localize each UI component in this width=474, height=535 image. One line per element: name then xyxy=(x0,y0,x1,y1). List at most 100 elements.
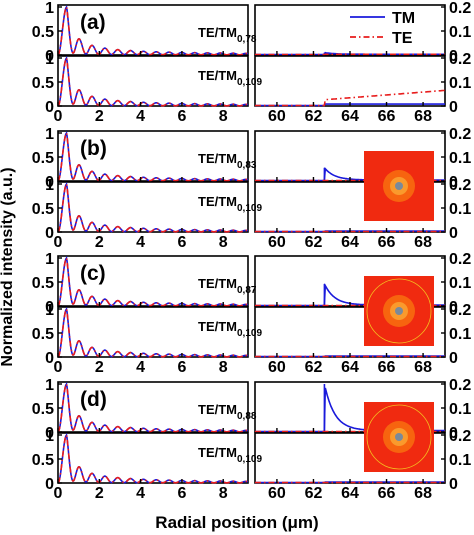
panel-1-bottom-right-xtick-label: 66 xyxy=(378,108,396,125)
panel-1-bottom-left-xtick-label: 2 xyxy=(95,108,104,125)
panel-2-bottom-left-xtick-label: 4 xyxy=(136,234,145,251)
panel-3-bottom-right-ytick-label: 0.1 xyxy=(449,326,471,343)
panel-4-bottom-left-xtick-label: 8 xyxy=(219,485,228,502)
panel-1-bottom-right-xtick-label: 68 xyxy=(414,108,432,125)
panel-3-bottom-left-xtick-label: 6 xyxy=(177,359,186,376)
panel-4-bottom-left-xtick-label: 6 xyxy=(177,485,186,502)
panel-4-inset-core xyxy=(395,433,403,441)
panel-2-top-left-te-line xyxy=(57,131,249,182)
panel-4-bottom-left-te-line xyxy=(57,433,249,484)
panel-1-top-mode-label: TE/TM0,78 xyxy=(198,25,257,45)
panel-2-bottom-right-xtick-label: 66 xyxy=(378,234,396,251)
panel-3-bottom-left-xtick-label: 8 xyxy=(219,359,228,376)
panel-1-bottom-right-ytick-label: 0.2 xyxy=(449,51,471,68)
panel-4-bottom-left-ytick-label: 0.5 xyxy=(32,452,54,469)
panel-2-top-right-ytick-label: 0.2 xyxy=(449,126,471,143)
panel-1-label: (a) xyxy=(80,11,106,34)
panel-3-top-left-frame xyxy=(57,255,249,307)
panel-3-inset-core xyxy=(395,307,403,315)
panel-3-bottom-right-ytick-label: 0 xyxy=(449,350,458,367)
panel-3-bottom-right-ytick-label: 0.2 xyxy=(449,302,471,319)
panel-4-bottom-left-xtick-label: 0 xyxy=(54,485,63,502)
panel-4-bottom-mode-label: TE/TM0,109 xyxy=(198,445,262,465)
panel-3-bottom-left-xtick-label: 4 xyxy=(136,359,145,376)
panel-4-bottom-right-xtick-label: 64 xyxy=(341,485,359,502)
panel-1-top-left-ytick-label: 0 xyxy=(45,48,54,65)
panel-1-bottom-left-te-line xyxy=(57,56,249,107)
panel-4-inset-ring xyxy=(366,404,432,470)
panel-4-top-mode-subscript: 0,88 xyxy=(237,411,257,422)
panel-3-top-mode-prefix: TE/TM xyxy=(198,276,237,291)
panel-2-bottom-left-te-line xyxy=(57,182,249,233)
panel-2-top-mode-prefix: TE/TM xyxy=(198,151,237,166)
panel-4-bottom-left-ytick-label: 0 xyxy=(45,476,54,493)
panel-3-label: (c) xyxy=(80,262,106,285)
panel-1-top-right-ytick-label: 0.2 xyxy=(449,0,471,17)
panel-2-bottom-left-xtick-label: 6 xyxy=(177,234,186,251)
panel-1-top-left-ytick-label: 1 xyxy=(45,0,54,17)
panel-3-bottom-mode-label: TE/TM0,109 xyxy=(198,319,262,339)
panel-4-bottom-right-xtick-label: 66 xyxy=(378,485,396,502)
panel-1-top-right-ytick-label: 0 xyxy=(449,48,458,65)
panel-4-top-left-te-line xyxy=(57,382,249,433)
panel-1-bottom-right-xtick-label: 62 xyxy=(305,108,323,125)
panel-1-bottom-right-te-line xyxy=(255,89,446,107)
panel-1-top-left-frame xyxy=(57,4,249,56)
panel-2-top-left-ytick-label: 0 xyxy=(45,174,54,191)
panel-2-bottom-left-ytick-label: 0.5 xyxy=(32,201,54,218)
panel-3-top-right-ytick-label: 0.1 xyxy=(449,275,471,292)
panel-2-bottom-right-xtick-label: 60 xyxy=(268,234,286,251)
panel-4-top-mode-label: TE/TM0,88 xyxy=(198,402,257,422)
panel-3-top-mode-subscript: 0,87 xyxy=(237,285,257,296)
panel-3-bottom-left-xtick-label: 2 xyxy=(95,359,104,376)
panel-2-bottom-right-xtick-label: 68 xyxy=(414,234,432,251)
panel-2-bottom-left-xtick-label: 8 xyxy=(219,234,228,251)
panel-2-top-left-frame xyxy=(57,130,249,182)
panel-4-top-right-ytick-label: 0.2 xyxy=(449,377,471,394)
panel-4-bottom-left-frame xyxy=(57,432,249,484)
panel-2-bottom-right-xtick-label: 62 xyxy=(305,234,323,251)
panel-4-top-left-frame xyxy=(57,381,249,433)
panel-2-top-mode-label: TE/TM0,83 xyxy=(198,151,257,171)
panel-4-top-left-ytick-label: 0 xyxy=(45,425,54,442)
panel-1-top-left-te-line xyxy=(57,5,249,56)
panel-1-bottom-mode-label: TE/TM0,109 xyxy=(198,68,262,88)
panel-2-bottom-left-ytick-label: 1 xyxy=(45,177,54,194)
panel-3-bottom-right-xtick-label: 66 xyxy=(378,359,396,376)
panel-1-bottom-right-ytick-label: 0.1 xyxy=(449,75,471,92)
panel-1-top-left-ytick-label: 0.5 xyxy=(32,24,54,41)
panel-4-bottom-left-xtick-label: 4 xyxy=(136,485,145,502)
panel-2-bottom-right-ytick-label: 0.1 xyxy=(449,201,471,218)
panel-1-bottom-left-xtick-label: 8 xyxy=(219,108,228,125)
panel-3-bottom-mode-subscript: 0,109 xyxy=(237,328,262,339)
panel-2-bottom-mode-label: TE/TM0,109 xyxy=(198,194,262,214)
panel-3-bottom-right-xtick-label: 62 xyxy=(305,359,323,376)
panel-3-bottom-right-xtick-label: 60 xyxy=(268,359,286,376)
panel-3-top-right-ytick-label: 0.2 xyxy=(449,251,471,268)
panel-3-top-left-te-line xyxy=(57,256,249,307)
panel-3-bottom-left-ytick-label: 1 xyxy=(45,302,54,319)
panel-2-top-left-ytick-label: 0.5 xyxy=(32,150,54,167)
panel-2-top-mode-subscript: 0,83 xyxy=(237,160,257,171)
panel-3-top-left-ytick-label: 0 xyxy=(45,299,54,316)
panel-3-inset-ring xyxy=(366,278,432,344)
panel-1-bottom-left-xtick-label: 0 xyxy=(54,108,63,125)
panel-1-bottom-left-frame xyxy=(57,55,249,107)
panel-1-bottom-left-ytick-label: 0 xyxy=(45,99,54,116)
panel-1-bottom-left-ytick-label: 0.5 xyxy=(32,75,54,92)
panel-4-bottom-left-xtick-label: 2 xyxy=(95,485,104,502)
panel-4-top-mode-prefix: TE/TM xyxy=(198,402,237,417)
panel-4-bottom-right-ytick-label: 0.1 xyxy=(449,452,471,469)
panel-2-bottom-right-xtick-label: 64 xyxy=(341,234,359,251)
panel-3-bottom-mode-prefix: TE/TM xyxy=(198,319,237,334)
panel-4-bottom-right-ytick-label: 0 xyxy=(449,476,458,493)
panel-1-bottom-mode-prefix: TE/TM xyxy=(198,68,237,83)
panel-1-bottom-left-xtick-label: 4 xyxy=(136,108,145,125)
panel-1-top-right-frame xyxy=(254,4,446,56)
panel-2-top-left-ytick-label: 1 xyxy=(45,126,54,143)
panel-1-bottom-right-xtick-label: 64 xyxy=(341,108,359,125)
panel-2-label: (b) xyxy=(80,137,107,160)
panel-2-bottom-left-ytick-label: 0 xyxy=(45,225,54,242)
panel-2-top-right-ytick-label: 0 xyxy=(449,174,458,191)
